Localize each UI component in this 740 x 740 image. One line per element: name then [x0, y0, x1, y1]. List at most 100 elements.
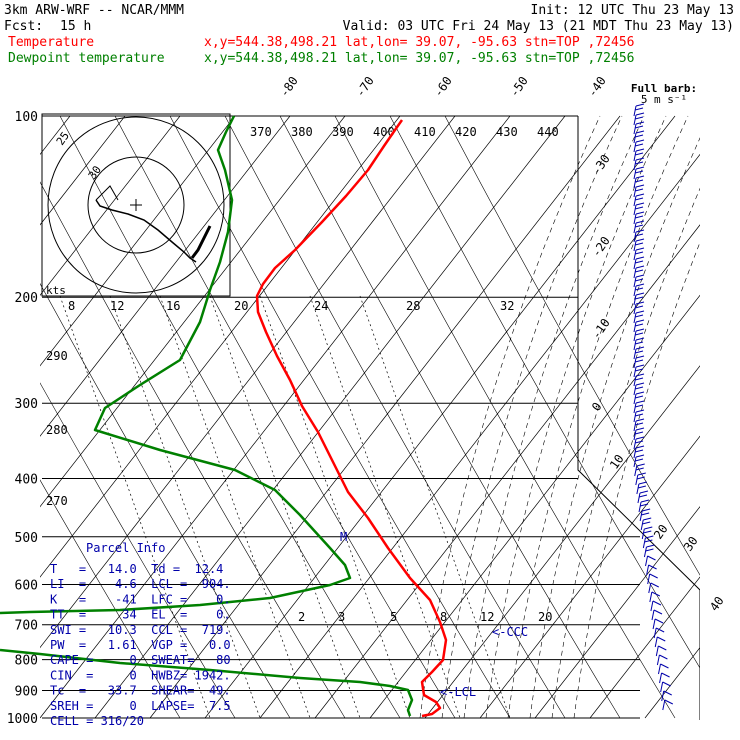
- parcel-info-row: CIN = 0 HWBZ= 1942.: [50, 668, 231, 682]
- wind-barb: [633, 382, 645, 396]
- wind-barb: [648, 582, 659, 594]
- forecast-hours: 15 h: [60, 19, 91, 34]
- hodograph-start-vector: [95, 185, 119, 201]
- temperature-profile: [255, 119, 448, 718]
- isotherm-line: [259, 153, 700, 719]
- theta-label: 400: [373, 125, 395, 139]
- legend-temperature-info: x,y=544.38,498.21 lat,lon= 39.07, -95.63…: [204, 35, 634, 50]
- wind-barb: [633, 400, 645, 414]
- isotherm-label: -20: [589, 234, 613, 260]
- wind-barb: [636, 481, 648, 495]
- pressure-tick-label: 400: [15, 472, 38, 487]
- wind-barb: [633, 211, 645, 225]
- wind-barb: [633, 454, 645, 468]
- wind-barb: [638, 499, 650, 513]
- mixing-ratio-label-lower: 2: [298, 610, 305, 624]
- wind-barb: [641, 526, 653, 540]
- isotherm-label: -60: [431, 74, 455, 100]
- dry-adiabat-line: [224, 115, 566, 719]
- isotherm-label: -40: [585, 74, 609, 100]
- wind-barb: [633, 292, 645, 306]
- wind-barbs: [633, 103, 674, 711]
- theta-label-left: 280: [46, 423, 68, 437]
- parcel-info-row: SREH = 0 LAPSE= 7.5: [50, 699, 231, 713]
- legend-temperature-name: Temperature: [8, 35, 94, 50]
- isotherm-line: [149, 115, 621, 719]
- wind-barb: [662, 699, 674, 711]
- hodograph-ring-inner: [87, 156, 185, 254]
- grid-lines: [40, 115, 700, 720]
- parcel-info-title: Parcel Info: [86, 541, 165, 555]
- dry-adiabat-line: [40, 181, 346, 719]
- profiles: [0, 115, 448, 718]
- parcel-info-row: K = -41 LFC = 0.: [50, 592, 231, 606]
- mixing-ratio-label-upper: 16: [166, 299, 180, 313]
- dry-adiabat-line: [334, 115, 676, 719]
- isotherm-label: -30: [589, 152, 613, 178]
- wind-barb: [633, 427, 645, 441]
- moist-adiabat-line: [441, 115, 623, 719]
- parcel-info-row: TT = 34 EL = 0.: [50, 608, 231, 622]
- isotherm-line: [699, 717, 700, 718]
- isotherm-line: [589, 576, 700, 719]
- mixing-ratio-label-lower: 12: [480, 610, 494, 624]
- hodograph: 25 30 kts: [41, 113, 231, 297]
- wind-barb: [633, 373, 645, 387]
- mixing-ratio-label-upper: 28: [406, 299, 420, 313]
- wind-barb: [660, 681, 671, 693]
- theta-label: 430: [496, 125, 518, 139]
- parcel-info-row: SWI = 10.3 CCL = 719.: [50, 623, 231, 637]
- wind-barb: [633, 184, 645, 198]
- wind-barb: [656, 654, 668, 666]
- theta-label-left: 290: [46, 349, 68, 363]
- wind-barb: [654, 636, 666, 648]
- hodograph-ring-outer: [47, 116, 225, 294]
- mixing-ratio-label-lower: 3: [338, 610, 345, 624]
- theta-label: 440: [537, 125, 559, 139]
- moist-adiabat-line: [419, 115, 601, 719]
- wind-barb: [655, 645, 667, 657]
- isotherm-line: [40, 115, 126, 226]
- wind-barb: [649, 591, 661, 603]
- mixing-ratio-label-upper: 12: [110, 299, 124, 313]
- mixing-ratio-label-lower: 8: [440, 610, 447, 624]
- mixing-ratio-label-upper: 20: [234, 299, 248, 313]
- wind-barb: [633, 166, 645, 180]
- legend-dewpoint-info: x,y=544.38,498.21 lat,lon= 39.07, -95.63…: [204, 51, 634, 66]
- pressure-tick-label: 1000: [7, 712, 38, 727]
- theta-label: 380: [291, 125, 313, 139]
- isotherm-line: [204, 115, 676, 719]
- pressure-tick-label: 700: [15, 619, 38, 634]
- mixing-ratio-label-lower: 20: [538, 610, 552, 624]
- isotherm-line: [40, 115, 456, 649]
- wind-barb: [633, 436, 645, 450]
- wind-barb: [633, 337, 645, 351]
- isotherm-line: [424, 365, 700, 719]
- dry-adiabat-line: [389, 115, 700, 669]
- wind-barb: [652, 618, 664, 630]
- isotherm-label: 0: [589, 400, 605, 414]
- hodograph-storm-vector: [190, 225, 212, 259]
- dry-adiabat-line: [279, 115, 621, 719]
- dewpoint-profile: [0, 115, 352, 615]
- theta-label: 370: [250, 125, 272, 139]
- hodograph-trace: [95, 199, 197, 263]
- theta-label: 390: [332, 125, 354, 139]
- isotherm-line: [40, 115, 346, 508]
- plot-boundary: [577, 116, 700, 720]
- hodograph-center-mark: [130, 199, 142, 211]
- wind-barb: [633, 346, 645, 360]
- parcel-info-row: Tc = 33.7 SHEAR= 49.: [50, 684, 231, 698]
- valid-time: Valid: 03 UTC Fri 24 May 13 (21 MDT Thu …: [343, 19, 734, 34]
- wind-barb: [633, 364, 645, 378]
- wind-barb: [633, 256, 645, 270]
- wind-barb: [657, 663, 669, 675]
- wind-barb: [633, 328, 645, 342]
- init-time: Init: 12 UTC Thu 23 May 13: [531, 3, 735, 18]
- isotherm-line: [94, 115, 566, 719]
- wind-barb: [639, 508, 651, 522]
- isotherm-label: 10: [607, 452, 627, 472]
- wind-barb: [633, 445, 645, 459]
- model-title: 3km ARW-WRF -- NCAR/MMM: [4, 3, 184, 18]
- wind-barb: [642, 535, 654, 549]
